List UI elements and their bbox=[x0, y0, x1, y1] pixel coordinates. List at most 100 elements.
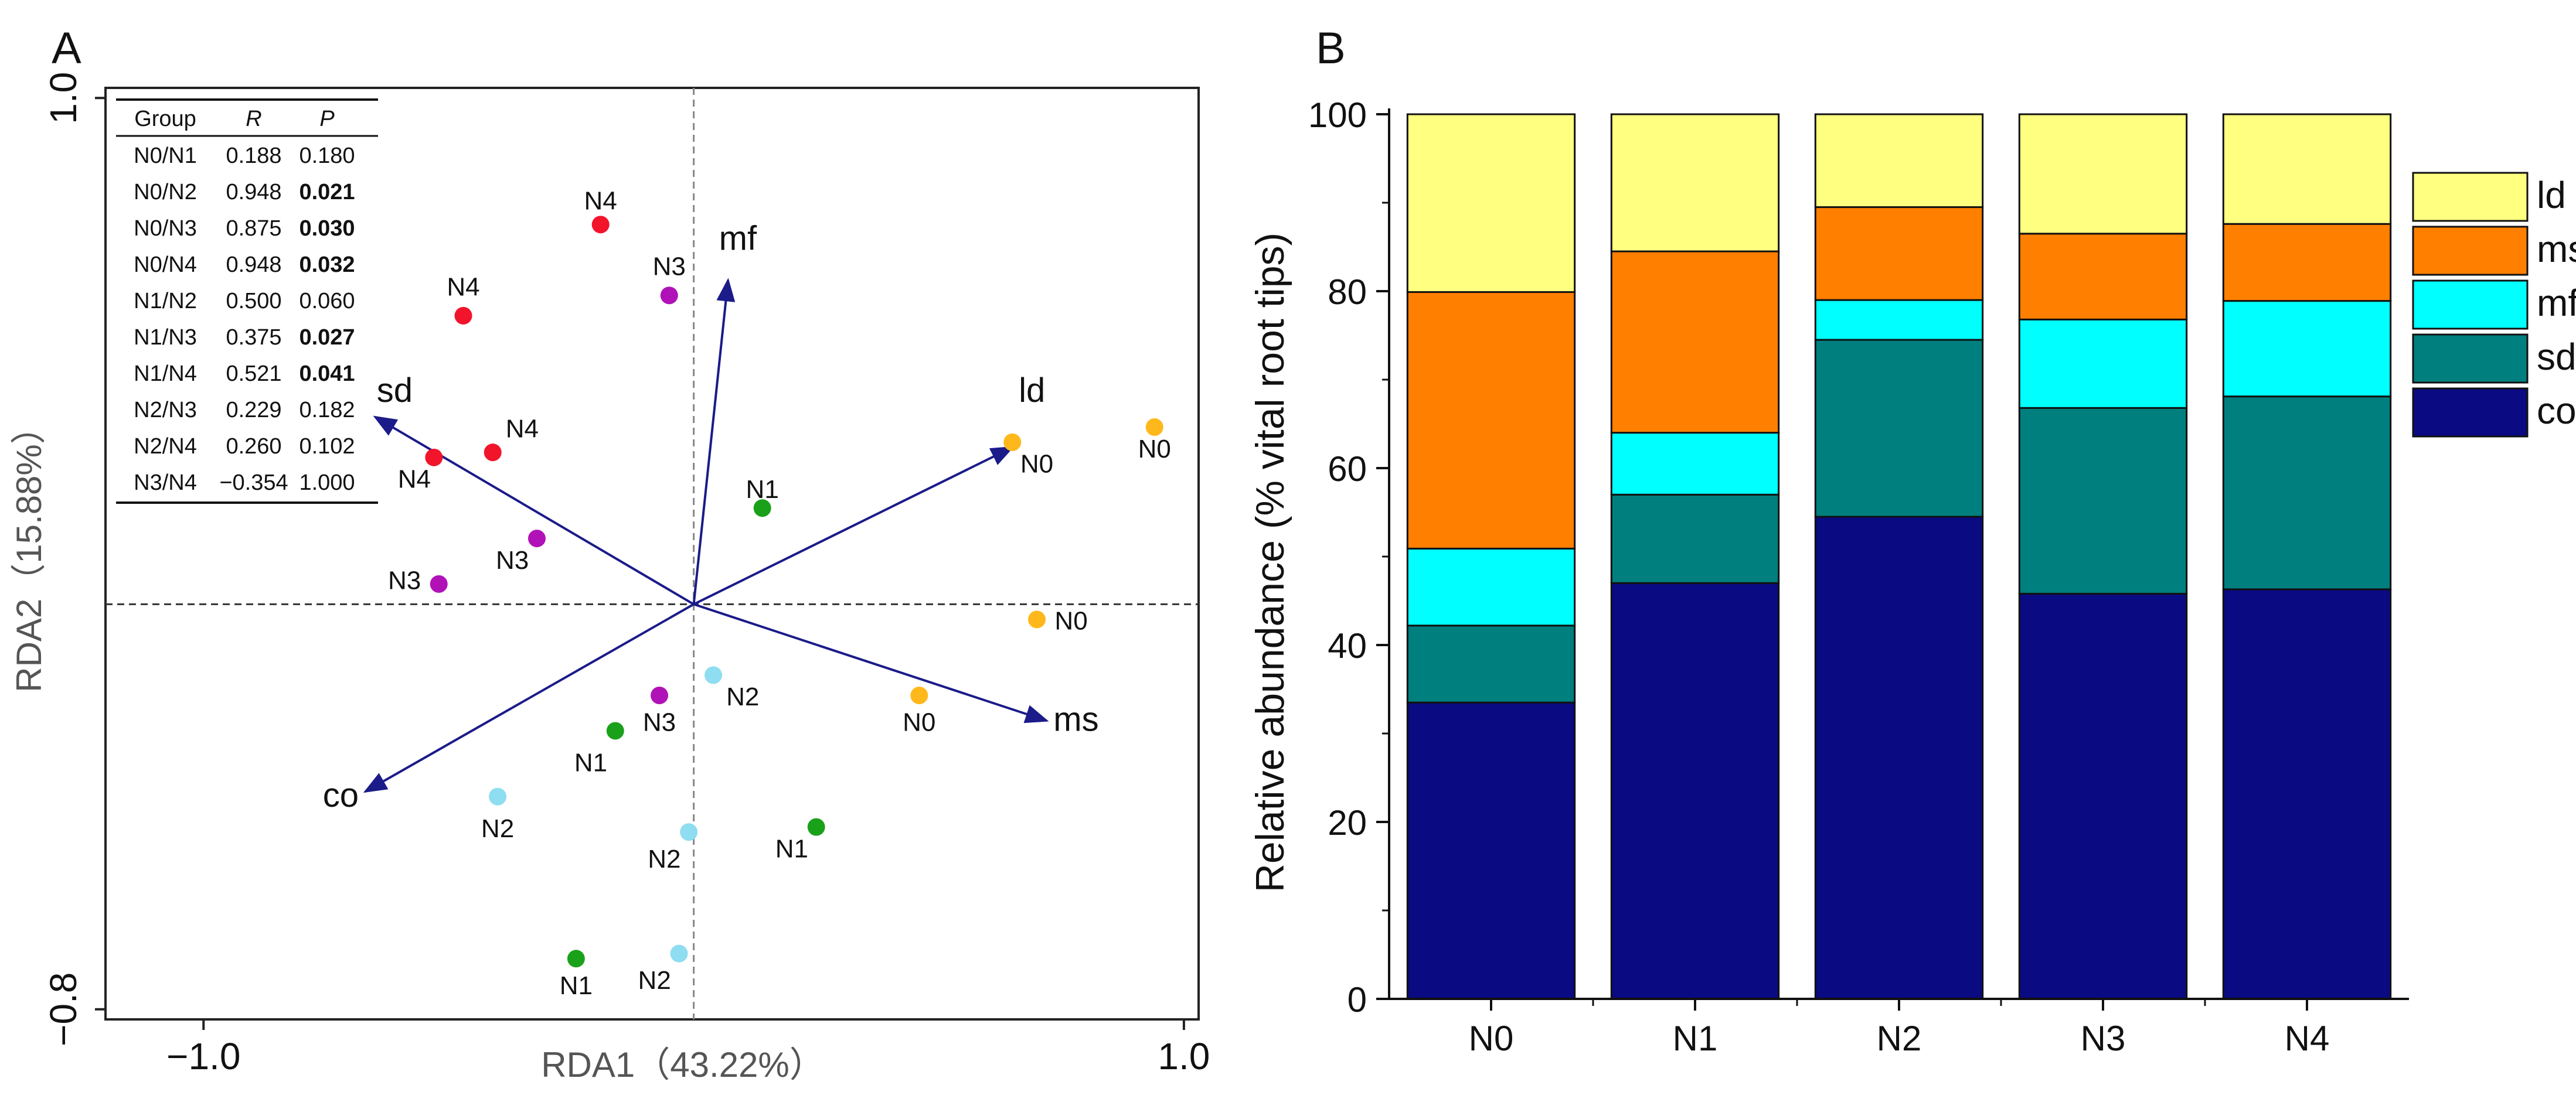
bar-N0-co bbox=[1406, 701, 1576, 1000]
sample-points bbox=[425, 216, 1163, 968]
point-label: N2 bbox=[638, 966, 671, 995]
table-cell-group: N0/N3 bbox=[134, 216, 197, 241]
point-N1 bbox=[567, 950, 585, 968]
point-label: N4 bbox=[506, 414, 539, 443]
point-label: N2 bbox=[481, 814, 514, 843]
table-header-p: P bbox=[319, 107, 335, 131]
bar-N0-ms bbox=[1406, 291, 1576, 550]
point-label: N3 bbox=[643, 708, 676, 736]
rda2-axis-title: RDA2（15.88%） bbox=[9, 409, 49, 692]
bar-N4-ld bbox=[2222, 113, 2392, 225]
legend-swatch-mf bbox=[2412, 279, 2529, 330]
point-label: N1 bbox=[560, 971, 593, 1000]
table-cell-r: 0.875 bbox=[226, 216, 281, 241]
table-header-group: Group bbox=[134, 107, 196, 131]
table-cell-p: 0.032 bbox=[299, 253, 355, 277]
point-label: N3 bbox=[388, 566, 421, 595]
point-label: N0 bbox=[1138, 435, 1171, 463]
rda-plot-frame bbox=[104, 87, 1200, 1021]
table-cell-group: N1/N2 bbox=[134, 289, 197, 313]
legend-label-mf: mf bbox=[2537, 282, 2576, 324]
bar-N2-sd bbox=[1814, 339, 1984, 518]
bar-N3-co bbox=[2018, 592, 2188, 1000]
table-cell-r: 0.188 bbox=[226, 144, 281, 168]
table-cell-p: 0.182 bbox=[299, 398, 355, 422]
point-N4 bbox=[591, 216, 610, 234]
table-cell-group: N0/N2 bbox=[134, 180, 197, 204]
vector-label-mf: mf bbox=[719, 220, 757, 258]
point-N0 bbox=[1145, 418, 1163, 436]
vector-label-co: co bbox=[323, 776, 359, 814]
point-label: N0 bbox=[1054, 607, 1087, 636]
bar-legend: ld ms mf sd co bbox=[2412, 172, 2576, 438]
legend-swatch-ms bbox=[2412, 226, 2529, 276]
table-cell-group: N1/N3 bbox=[134, 325, 197, 350]
bar-N0-sd bbox=[1406, 625, 1576, 704]
bar-N4-mf bbox=[2222, 300, 2392, 398]
point-N3 bbox=[528, 530, 546, 548]
bar-N4-co bbox=[2222, 588, 2392, 1000]
table-cell-group: N0/N4 bbox=[134, 253, 197, 277]
x-tick-label: −1.0 bbox=[166, 1035, 240, 1077]
point-N4 bbox=[484, 443, 502, 462]
bar-N1-co bbox=[1610, 582, 1780, 1000]
axis-ticks: −1.0 1.0 1.0 −0.8 bbox=[42, 72, 1210, 1077]
bar-N4-sd bbox=[2222, 395, 2392, 591]
legend-swatch-co bbox=[2412, 387, 2529, 438]
bar-N2-mf bbox=[1814, 299, 1984, 341]
vector-label-ms: ms bbox=[1053, 700, 1098, 738]
table-cell-p: 0.102 bbox=[299, 434, 355, 459]
point-label: N1 bbox=[574, 749, 607, 777]
y-tick-label: 1.0 bbox=[42, 72, 84, 124]
table-cell-group: N0/N1 bbox=[134, 144, 197, 168]
bar-N1-sd bbox=[1610, 493, 1780, 584]
point-N2 bbox=[705, 666, 723, 684]
y-tick-label: 80 bbox=[1328, 272, 1367, 312]
legend-label-sd: sd bbox=[2537, 336, 2576, 378]
y-tick-label: 40 bbox=[1328, 626, 1367, 666]
bar-N3-sd bbox=[2018, 407, 2188, 595]
table-cell-p: 0.030 bbox=[299, 216, 355, 241]
bar-N1-ms bbox=[1610, 250, 1780, 434]
point-N1 bbox=[807, 818, 825, 836]
bar-N2-co bbox=[1814, 516, 1984, 1000]
table-cell-p: 0.027 bbox=[299, 325, 355, 350]
env-vectors: ld ms mf sd co bbox=[323, 220, 1099, 815]
point-N1 bbox=[606, 722, 624, 740]
x-tick-label-N2: N2 bbox=[1877, 1019, 1922, 1058]
vector-ms bbox=[693, 603, 1049, 724]
point-N0 bbox=[1003, 433, 1022, 451]
reference-lines bbox=[106, 88, 1199, 1019]
point-label: N3 bbox=[496, 546, 529, 575]
panel-b-label: B bbox=[1316, 23, 1346, 73]
table-cell-r: 0.229 bbox=[226, 398, 281, 422]
vector-ld bbox=[693, 446, 1015, 606]
panel-b-bar-chart: B 0 20 40 60 80 100 N0 N1 N2 N3 N4 ld ms mf sd co Rela… bbox=[1248, 23, 2576, 1058]
table-cell-group: N2/N3 bbox=[134, 398, 197, 422]
point-label: N0 bbox=[903, 708, 935, 736]
bar-N1-ld bbox=[1610, 113, 1780, 253]
point-N3 bbox=[651, 686, 669, 704]
x-tick-label: 1.0 bbox=[1158, 1035, 1210, 1077]
y-tick-label: 60 bbox=[1328, 449, 1367, 489]
legend-label-ms: ms bbox=[2537, 228, 2576, 270]
bar-N3-ms bbox=[2018, 233, 2188, 320]
table-cell-p: 0.060 bbox=[299, 289, 355, 313]
bar-N0-ld bbox=[1406, 113, 1576, 294]
bar-N2-ld bbox=[1814, 113, 1984, 209]
sample-labels: N4 N4 N3 N4 N4 N3 N3 N1 N0 N0 N0 N0 N2 N3 N1 N2 N2 N1 N1 N2 bbox=[388, 186, 1171, 999]
point-N2 bbox=[680, 823, 698, 841]
table-cell-r: 0.500 bbox=[226, 289, 281, 313]
bar-N4-ms bbox=[2222, 223, 2392, 302]
table-cell-p: 0.041 bbox=[299, 361, 355, 386]
table-cell-group: N2/N4 bbox=[134, 434, 197, 459]
y-tick-label: −0.8 bbox=[42, 973, 84, 1046]
point-N2 bbox=[670, 944, 688, 963]
point-N0 bbox=[1028, 610, 1046, 629]
point-label: N2 bbox=[726, 683, 759, 711]
point-N0 bbox=[910, 686, 928, 704]
point-N4 bbox=[425, 448, 443, 466]
point-label: N1 bbox=[746, 475, 779, 504]
legend-swatch-ld bbox=[2412, 172, 2529, 222]
point-label: N4 bbox=[398, 465, 431, 494]
